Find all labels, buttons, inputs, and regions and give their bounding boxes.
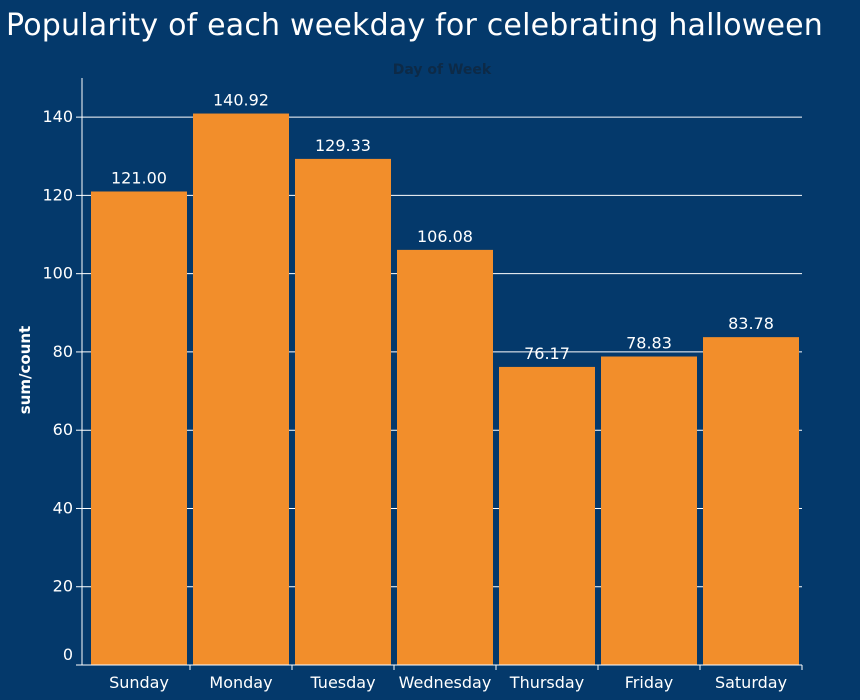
y-tick-label-0: 0 xyxy=(63,645,73,664)
data-label-thursday: 76.17 xyxy=(524,344,570,363)
bar-sunday[interactable] xyxy=(91,191,187,665)
bar-wednesday[interactable] xyxy=(397,249,493,665)
y-tick-label-20: 20 xyxy=(53,577,73,596)
data-label-monday: 140.92 xyxy=(213,91,269,110)
bar-saturday[interactable] xyxy=(703,337,799,665)
y-tick-label-100: 100 xyxy=(42,264,73,283)
data-label-tuesday: 129.33 xyxy=(315,136,371,155)
x-tick-label-wednesday: Wednesday xyxy=(399,673,492,692)
data-labels: 121.00 140.92 129.33 106.08 76.17 78.83 83.78 xyxy=(111,91,774,363)
x-tick-label-monday: Monday xyxy=(209,673,272,692)
x-tick-label-saturday: Saturday xyxy=(715,673,787,692)
y-tick-label-120: 120 xyxy=(42,185,73,204)
x-tick-label-tuesday: Tuesday xyxy=(309,673,375,692)
data-label-wednesday: 106.08 xyxy=(417,227,473,246)
bar-monday[interactable] xyxy=(193,113,289,665)
bar-thursday[interactable] xyxy=(499,366,595,665)
bar-tuesday[interactable] xyxy=(295,158,391,665)
y-tick-label-80: 80 xyxy=(53,342,73,361)
data-label-sunday: 121.00 xyxy=(111,168,167,187)
data-label-friday: 78.83 xyxy=(626,334,672,353)
y-axis-title: sum/count xyxy=(16,326,34,414)
data-label-saturday: 83.78 xyxy=(728,314,774,333)
x-axis-title: Day of Week xyxy=(393,62,492,78)
x-tick-label-friday: Friday xyxy=(625,673,674,692)
chart-title: Popularity of each weekday for celebrati… xyxy=(6,8,824,43)
bar-friday[interactable] xyxy=(601,356,697,665)
bars xyxy=(91,113,799,665)
x-tick-label-sunday: Sunday xyxy=(109,673,169,692)
y-tick-label-60: 60 xyxy=(53,420,73,439)
x-tick-label-thursday: Thursday xyxy=(509,673,584,692)
y-tick-label-140: 140 xyxy=(42,107,73,126)
y-tick-label-40: 40 xyxy=(53,498,73,517)
axes: 0 20 40 60 80 100 120 140 Sunday Monday Tuesday Wed… xyxy=(42,78,803,692)
